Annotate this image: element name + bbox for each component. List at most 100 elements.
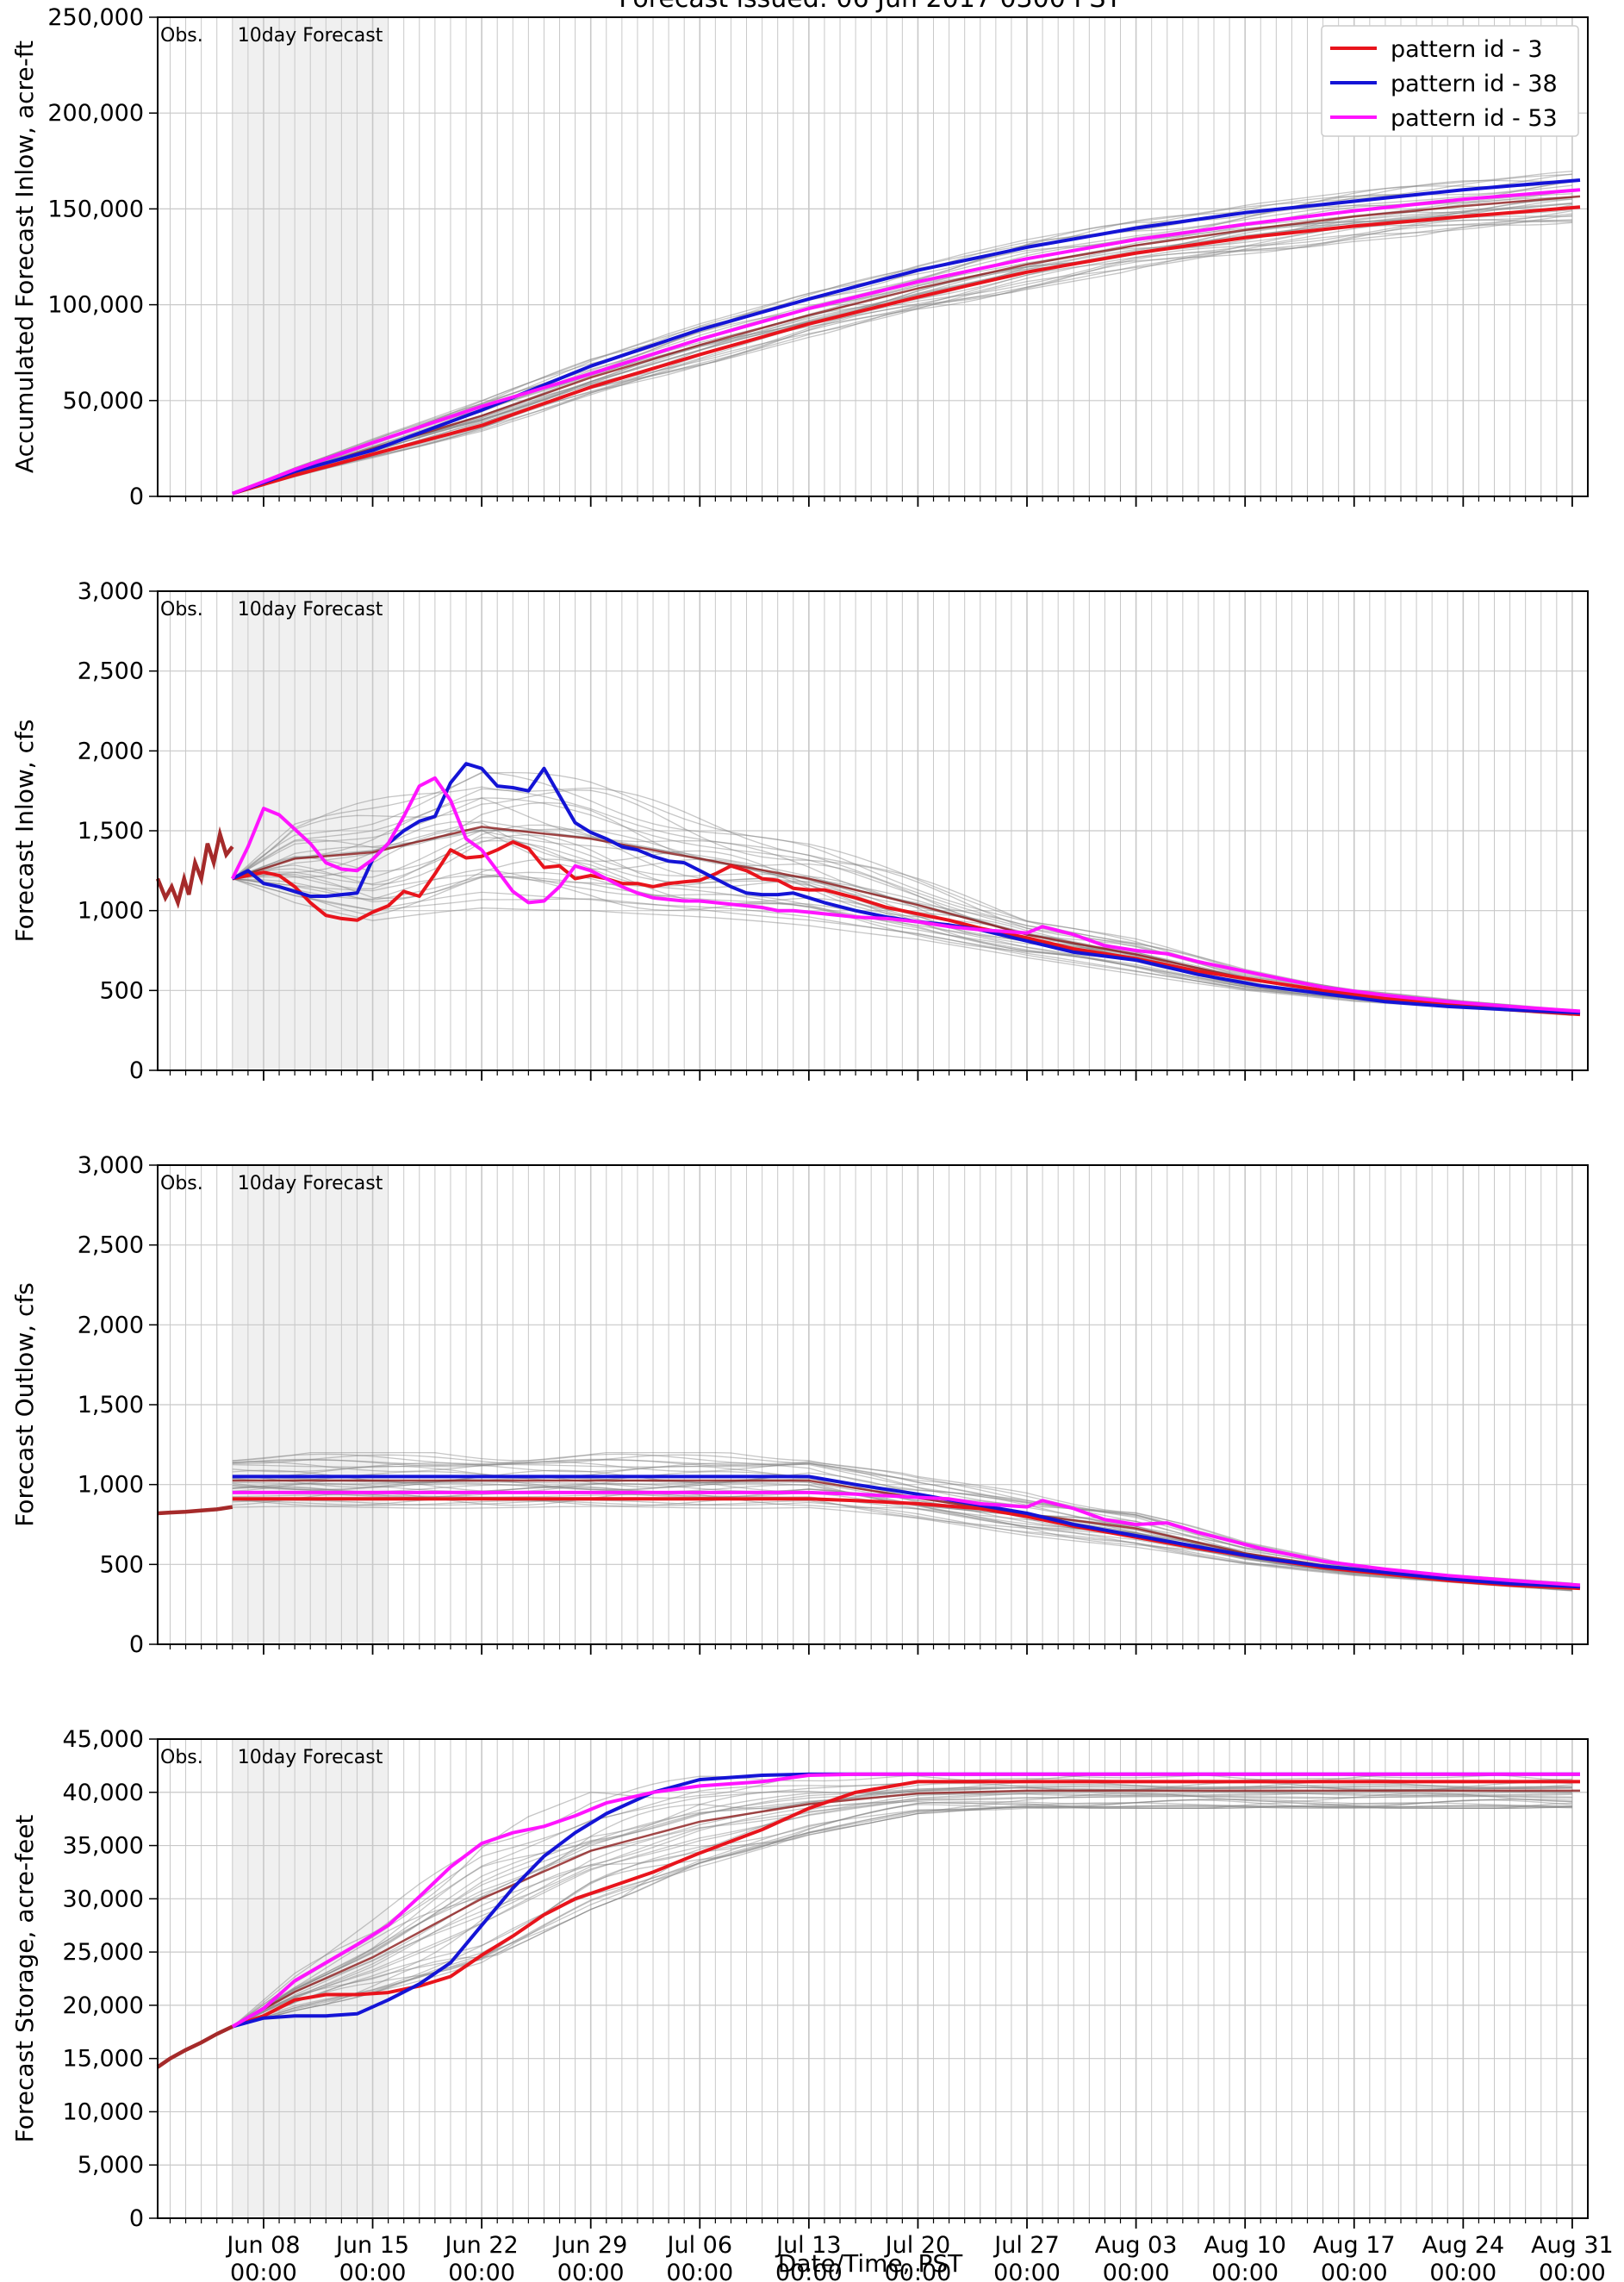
panel-4: 0 5,000 10,000 15,000 20,000 25,000 30,000 35,0… [10, 1726, 1589, 2232]
legend-label: pattern id - 38 [1391, 71, 1558, 97]
series-line [232, 1780, 1580, 2029]
forecast-window-annotation: 10day Forecast [238, 599, 383, 620]
y-tick-label: 1,000 [78, 1472, 144, 1499]
obs-annotation: Obs. [160, 599, 203, 620]
ensemble-member-line [232, 1805, 1572, 2028]
y-tick-label: 0 [129, 483, 144, 510]
axes-frame [157, 1164, 1589, 1645]
series-line [232, 178, 1581, 496]
y-axis-label: Forecast Storage, acre-feet [10, 1815, 39, 2143]
ensemble-member-line [232, 1805, 1572, 2028]
y-axis-label: Accumulated Forecast Inlow, acre-ft [10, 41, 39, 473]
y-tick-label: 2,500 [78, 1232, 144, 1259]
y-tick-label: 150,000 [47, 196, 144, 222]
x-tick-label: Jul 27 [992, 2232, 1060, 2259]
forecast-window-annotation: 10day Forecast [238, 1747, 383, 1768]
ensemble-member-line [232, 1799, 1572, 2028]
y-tick-label: 1,500 [78, 818, 144, 845]
x-tick-label: Aug 10 [1204, 2232, 1286, 2259]
y-tick-label: 0 [129, 2205, 144, 2232]
ensemble-member-line [232, 198, 1572, 495]
ensemble-member-line [232, 203, 1572, 495]
x-tick-label: Aug 03 [1095, 2232, 1178, 2259]
ensemble-member-line [232, 215, 1572, 495]
series-line [232, 840, 1581, 1017]
obs-annotation: Obs. [160, 25, 203, 47]
x-tick-label: Aug 31 [1531, 2232, 1614, 2259]
series-line [231, 762, 1581, 1015]
observed-line [155, 826, 234, 909]
y-tick-label: 0 [129, 1057, 144, 1084]
ensemble-member-line [232, 1784, 1572, 2028]
panel-2: 0 500 1,000 1,500 2,000 2,500 3,000 Obs. 10day F… [10, 578, 1589, 1084]
x-tick-label-time: 00:00 [666, 2260, 733, 2282]
y-tick-label: 1,500 [78, 1392, 144, 1418]
ensemble-member-line [232, 1799, 1572, 2028]
x-tick-label-time: 00:00 [993, 2260, 1061, 2282]
ensemble-member-line [232, 1805, 1572, 2028]
y-tick-label: 500 [99, 1551, 144, 1578]
ensemble-member-line [232, 1491, 1572, 1590]
x-tick-label: Jul 06 [666, 2232, 733, 2259]
ensemble-member-line [232, 1805, 1572, 2028]
legend-box [1321, 25, 1579, 137]
y-tick-label: 500 [99, 977, 144, 1004]
obs-annotation: Obs. [160, 1173, 203, 1194]
legend: pattern id - 3 pattern id - 38 pattern id … [1321, 25, 1579, 137]
ensemble-member-line [232, 1792, 1572, 2028]
y-tick-label: 20,000 [63, 1992, 144, 2019]
ensemble-member-line [232, 1493, 1572, 1590]
ensemble-member-line [232, 1793, 1572, 2028]
y-tick-label: 1,000 [78, 898, 144, 925]
y-tick-label: 3,000 [78, 578, 144, 605]
y-tick-label: 10,000 [63, 2098, 144, 2125]
ensemble-member-line [232, 171, 1572, 495]
ensemble-member-line [232, 1793, 1572, 2028]
ensemble-member-line [232, 219, 1572, 495]
y-axis-label: Forecast Inlow, cfs [10, 720, 39, 943]
x-tick-label-time: 00:00 [1539, 2260, 1606, 2282]
panels: 0 50,000 100,000 150,000 200,000 250,000 Obs. 1… [10, 4, 1589, 2232]
x-tick-label: Jun 22 [444, 2232, 519, 2259]
forecast-window-annotation: 10day Forecast [238, 1173, 383, 1194]
ensemble-member-line [232, 1786, 1572, 2028]
ensemble-member-line [232, 877, 1572, 1016]
y-tick-label: 100,000 [47, 292, 144, 319]
ensemble-member-line [232, 179, 1572, 495]
x-tick-label-time: 00:00 [230, 2260, 297, 2282]
series-line [232, 205, 1581, 496]
y-tick-label: 5,000 [78, 2152, 144, 2179]
x-tick-label-time: 00:00 [1211, 2260, 1279, 2282]
x-tick-label: Jul 13 [775, 2232, 842, 2259]
ensemble-member-line [232, 1506, 1572, 1592]
ensemble-member-line [232, 221, 1572, 495]
legend-label: pattern id - 3 [1391, 36, 1543, 63]
y-tick-label: 35,000 [63, 1833, 144, 1860]
x-axis-label: Date/Time, PST [778, 2249, 963, 2278]
x-tick-label-time: 00:00 [448, 2260, 515, 2282]
x-tick-label: Jun 08 [225, 2232, 300, 2259]
series-line [232, 1475, 1581, 1589]
x-tick-label: Jun 29 [552, 2232, 627, 2259]
observed-line [157, 1505, 233, 1516]
y-tick-label: 45,000 [63, 1726, 144, 1753]
y-tick-label: 40,000 [63, 1780, 144, 1806]
ensemble-member-line [232, 1795, 1572, 2028]
ensemble-member-line [232, 1799, 1572, 2028]
panel-1: 0 50,000 100,000 150,000 200,000 250,000 Obs. 1… [10, 4, 1589, 510]
ensemble-member-line [232, 184, 1572, 495]
panel-3: 0 500 1,000 1,500 2,000 2,500 3,000 Obs. 10day F… [10, 1152, 1589, 1658]
ensemble-member-line [232, 219, 1572, 495]
y-tick-label: 15,000 [63, 2046, 144, 2073]
observed-line [156, 2024, 233, 2069]
x-tick-label: Jun 15 [334, 2232, 409, 2259]
ensemble-member-line [232, 877, 1572, 1016]
y-tick-label: 2,500 [78, 658, 144, 685]
x-tick-label: Jul 20 [884, 2232, 951, 2259]
obs-annotation: Obs. [160, 1747, 203, 1768]
ensemble-member-line [232, 196, 1572, 495]
ensemble-member-line [232, 1795, 1572, 2028]
y-tick-label: 2,000 [78, 1312, 144, 1338]
